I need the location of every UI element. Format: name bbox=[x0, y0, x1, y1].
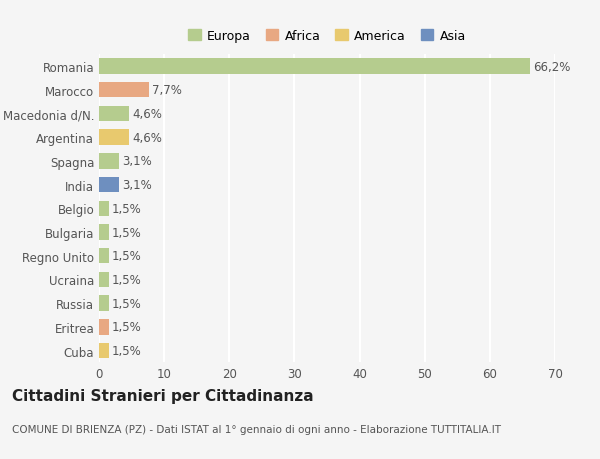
Text: 1,5%: 1,5% bbox=[112, 250, 142, 263]
Text: Cittadini Stranieri per Cittadinanza: Cittadini Stranieri per Cittadinanza bbox=[12, 388, 314, 403]
Text: 3,1%: 3,1% bbox=[122, 179, 152, 192]
Text: COMUNE DI BRIENZA (PZ) - Dati ISTAT al 1° gennaio di ogni anno - Elaborazione TU: COMUNE DI BRIENZA (PZ) - Dati ISTAT al 1… bbox=[12, 425, 501, 435]
Text: 3,1%: 3,1% bbox=[122, 155, 152, 168]
Bar bbox=[99, 59, 530, 75]
Text: 66,2%: 66,2% bbox=[533, 61, 571, 73]
Bar bbox=[99, 248, 109, 264]
Text: 4,6%: 4,6% bbox=[132, 108, 162, 121]
Bar bbox=[99, 225, 109, 240]
Text: 1,5%: 1,5% bbox=[112, 344, 142, 357]
Text: 1,5%: 1,5% bbox=[112, 321, 142, 334]
Text: 4,6%: 4,6% bbox=[132, 131, 162, 145]
Bar bbox=[99, 201, 109, 217]
Bar bbox=[99, 83, 149, 98]
Bar bbox=[99, 319, 109, 335]
Bar bbox=[99, 154, 119, 169]
Text: 1,5%: 1,5% bbox=[112, 297, 142, 310]
Legend: Europa, Africa, America, Asia: Europa, Africa, America, Asia bbox=[188, 30, 466, 43]
Bar bbox=[99, 178, 119, 193]
Bar bbox=[99, 296, 109, 311]
Bar bbox=[99, 343, 109, 358]
Text: 7,7%: 7,7% bbox=[152, 84, 182, 97]
Bar bbox=[99, 130, 129, 146]
Text: 1,5%: 1,5% bbox=[112, 273, 142, 286]
Text: 1,5%: 1,5% bbox=[112, 226, 142, 239]
Bar bbox=[99, 272, 109, 287]
Text: 1,5%: 1,5% bbox=[112, 202, 142, 215]
Bar bbox=[99, 106, 129, 122]
